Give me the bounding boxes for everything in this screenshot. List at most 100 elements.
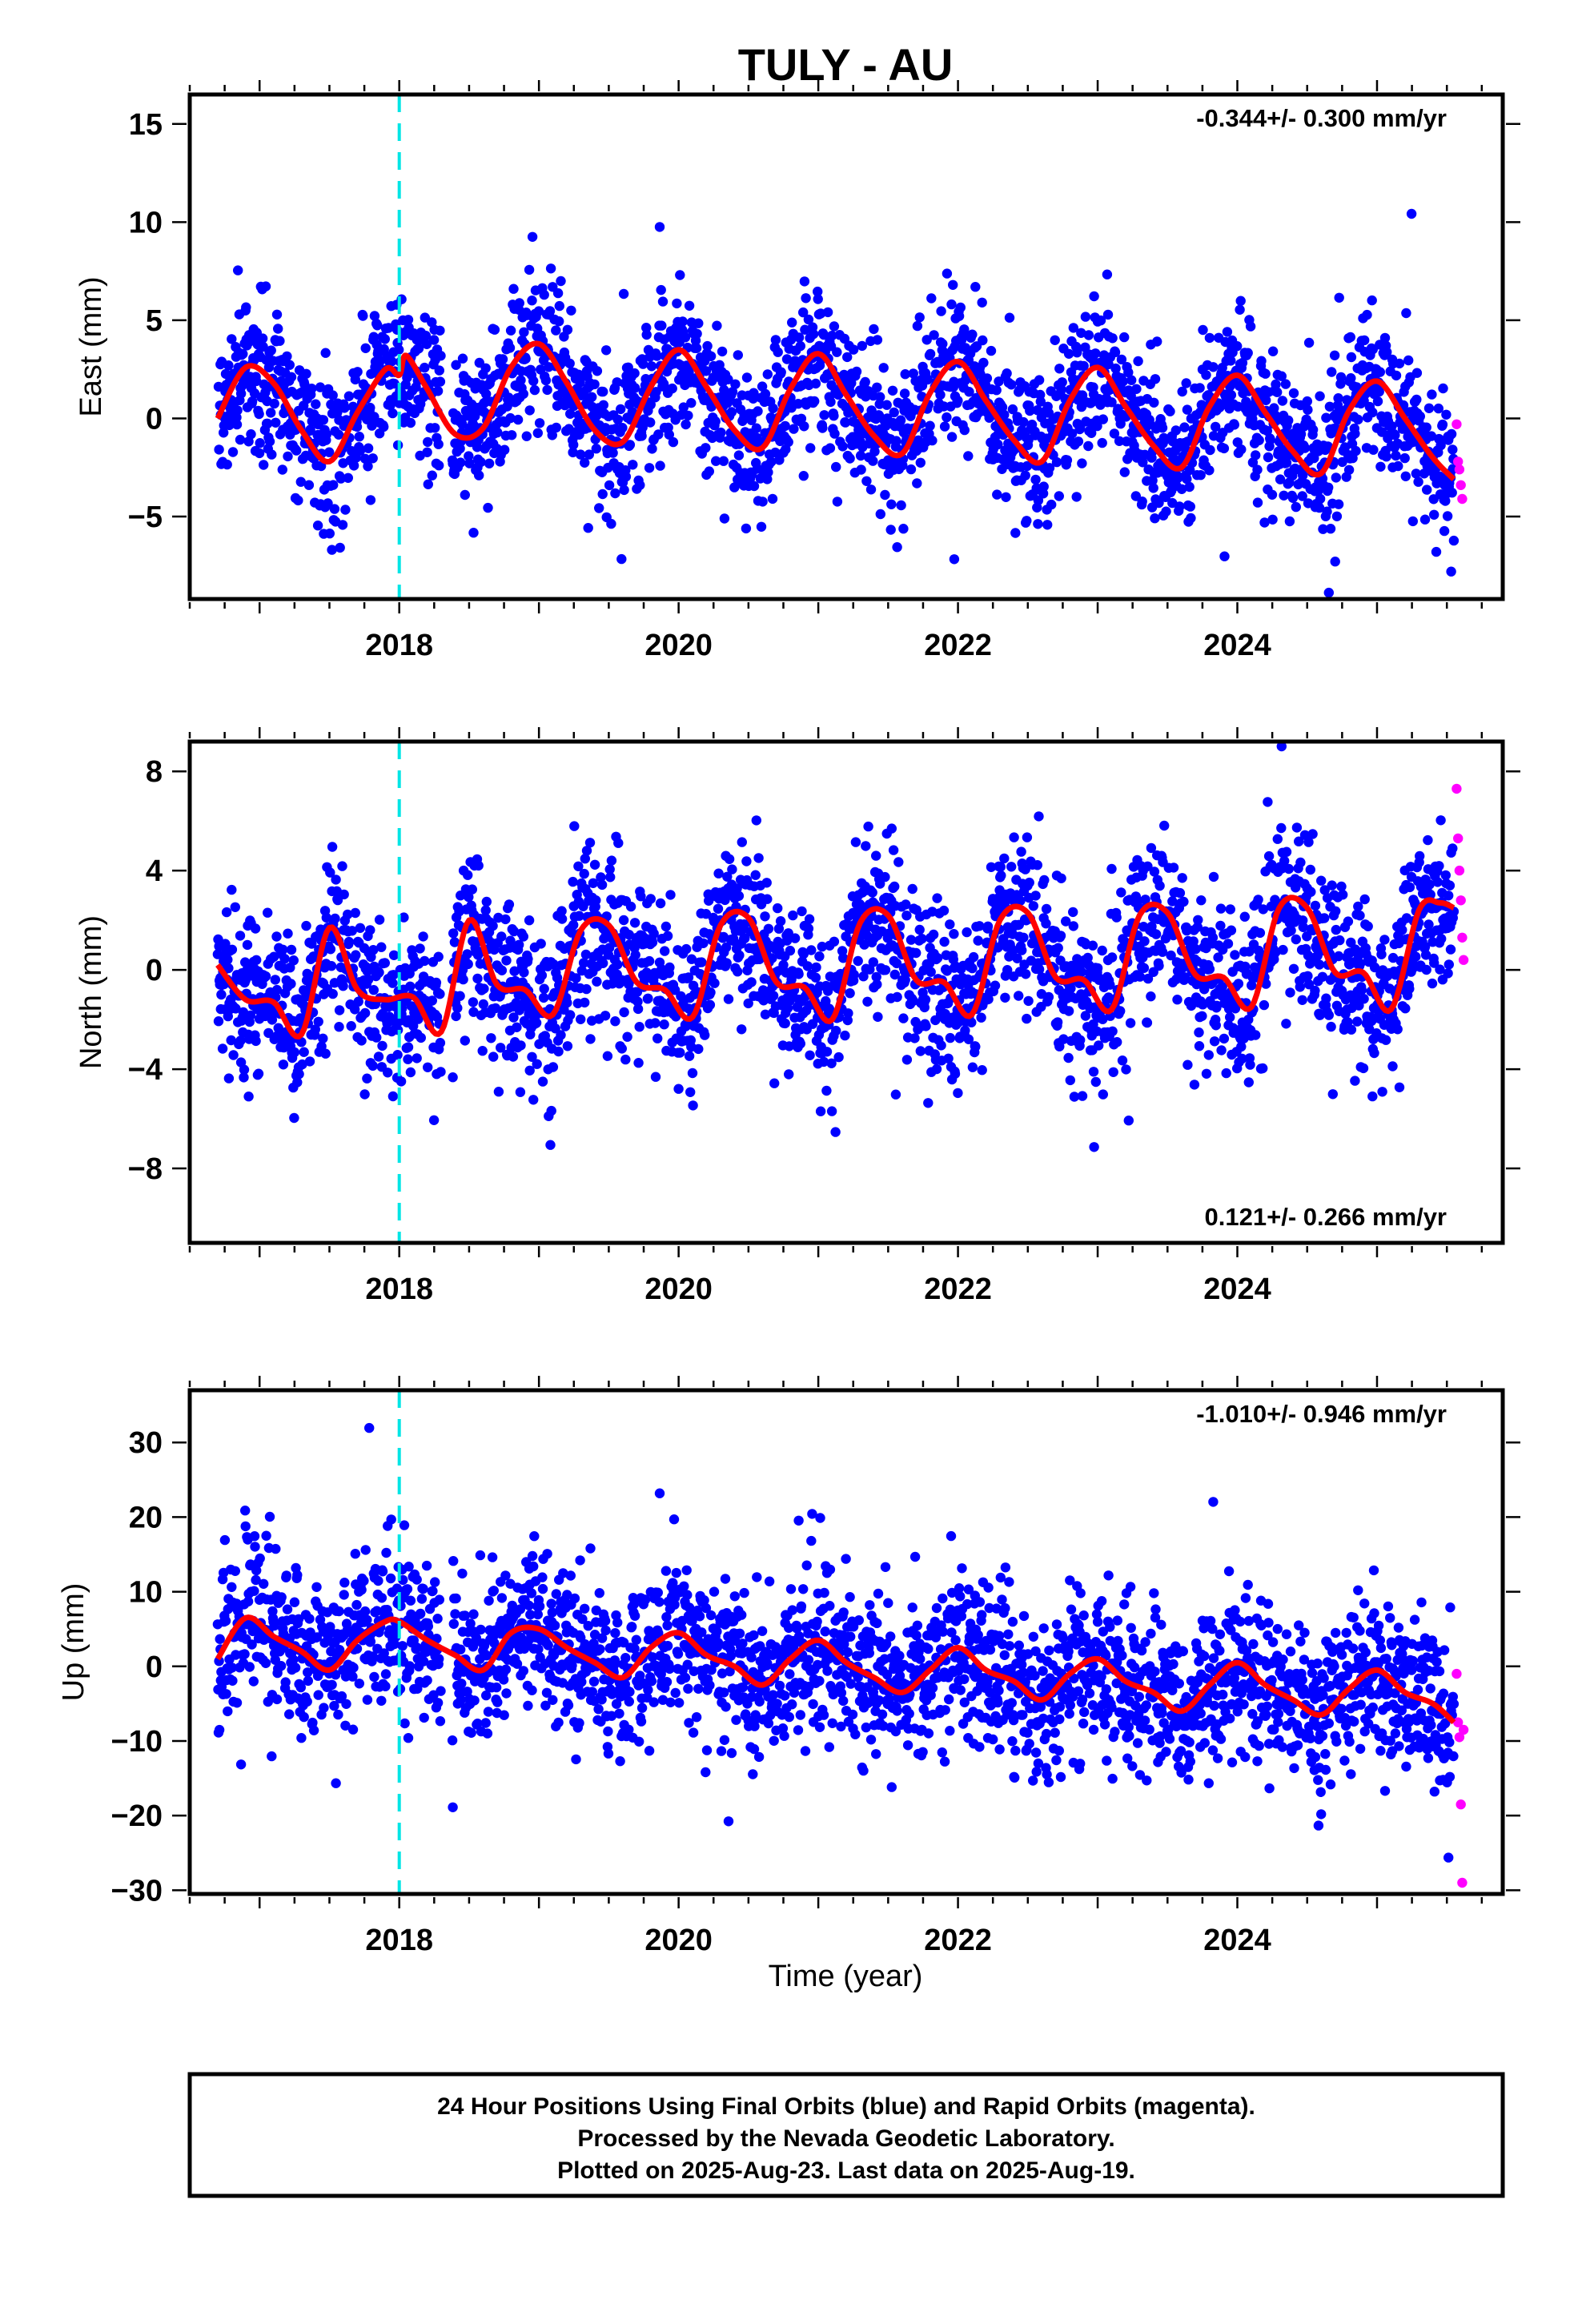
final-orbit-point [564,358,575,369]
final-orbit-point [967,963,978,974]
final-orbit-point [1226,925,1237,935]
final-orbit-point [463,959,473,970]
final-orbit-point [492,427,503,438]
final-orbit-point [1168,862,1179,873]
final-orbit-point [604,864,615,875]
final-orbit-point [1094,1040,1104,1051]
final-orbit-point [1043,991,1054,1003]
final-orbit-point [1063,1006,1074,1016]
final-orbit-point [337,520,348,530]
final-orbit-point [1419,514,1431,525]
final-orbit-point [219,428,229,438]
final-orbit-point [255,438,265,448]
final-orbit-point [295,476,306,487]
final-orbit-point [266,345,276,356]
final-orbit-point [953,1088,963,1099]
final-orbit-point [1117,1055,1128,1066]
final-orbit-point [767,493,778,505]
final-orbit-point [763,923,774,935]
final-orbit-point [455,991,465,1001]
final-orbit-point [946,432,958,442]
final-orbit-point [1406,208,1417,219]
final-orbit-point [1213,952,1223,963]
final-orbit-point [907,883,917,895]
final-orbit-point [733,450,745,460]
final-orbit-point [993,439,1003,450]
final-orbit-point [329,504,340,514]
final-orbit-point [514,298,524,308]
final-orbit-point [762,369,773,380]
final-orbit-point [463,870,473,880]
final-orbit-point [1080,312,1091,322]
final-orbit-point [886,499,897,509]
final-orbit-point [1251,1030,1261,1040]
final-orbit-point [291,445,302,456]
final-orbit-point [717,346,728,357]
final-orbit-point [866,405,877,416]
final-orbit-point [379,334,390,344]
final-orbit-point [617,423,628,433]
final-orbit-point [1083,330,1094,340]
final-orbit-point [848,344,859,355]
final-orbit-point [1233,979,1244,989]
final-orbit-point [504,899,515,910]
final-orbit-point [340,505,351,515]
final-orbit-point [797,906,807,917]
final-orbit-point [313,1016,323,1027]
velocity-rate-label: -0.344+/- 0.300 mm/yr [1196,104,1447,132]
final-orbit-point [1279,855,1290,866]
final-orbit-point [1215,920,1226,931]
final-orbit-point [788,910,798,921]
final-orbit-point [464,891,474,903]
final-orbit-point [550,1023,560,1034]
final-orbit-point [1294,836,1304,846]
final-orbit-point [477,1046,488,1056]
final-orbit-point [428,1115,440,1126]
final-orbit-point [1297,995,1307,1006]
final-orbit-point [1253,895,1263,905]
final-orbit-point [434,460,444,471]
final-orbit-point [396,1076,407,1087]
final-orbit-point [625,901,636,912]
final-orbit-point [1447,488,1457,498]
final-orbit-point [1399,452,1410,464]
final-orbit-point [1276,822,1287,834]
final-orbit-point [1182,1059,1193,1070]
final-orbit-point [251,1035,261,1047]
final-orbit-point [1318,524,1328,534]
final-orbit-point [1368,444,1379,455]
final-orbit-point [974,921,985,931]
final-orbit-point [826,1058,837,1069]
final-orbit-point [1295,982,1306,992]
final-orbit-point [1372,396,1383,407]
final-orbit-point [1335,935,1345,946]
final-orbit-point [1321,412,1331,423]
final-orbit-point [932,893,942,903]
final-orbit-point [1133,356,1143,367]
final-orbit-point [464,458,475,468]
final-orbit-point [668,436,679,448]
final-orbit-point [505,412,516,424]
final-orbit-point [363,443,374,453]
final-orbit-point [363,975,374,985]
final-orbit-point [919,1002,930,1013]
final-orbit-point [1429,509,1439,520]
final-orbit-point [1097,945,1107,956]
final-orbit-point [271,931,282,942]
final-orbit-point [289,1047,300,1058]
final-orbit-point [970,1041,981,1052]
final-orbit-point [1400,471,1411,481]
final-orbit-point [889,969,901,980]
final-orbit-point [1359,894,1370,905]
final-orbit-point [214,444,224,455]
final-orbit-point [474,470,484,480]
final-orbit-point [1222,327,1233,337]
final-orbit-point [741,523,752,534]
final-orbit-point [1284,516,1295,527]
final-orbit-point [376,942,387,952]
final-orbit-point [938,905,950,916]
final-orbit-point [635,480,645,490]
final-orbit-point [1068,907,1078,918]
final-orbit-point [880,871,890,883]
rapid-orbit-point [1452,419,1462,429]
